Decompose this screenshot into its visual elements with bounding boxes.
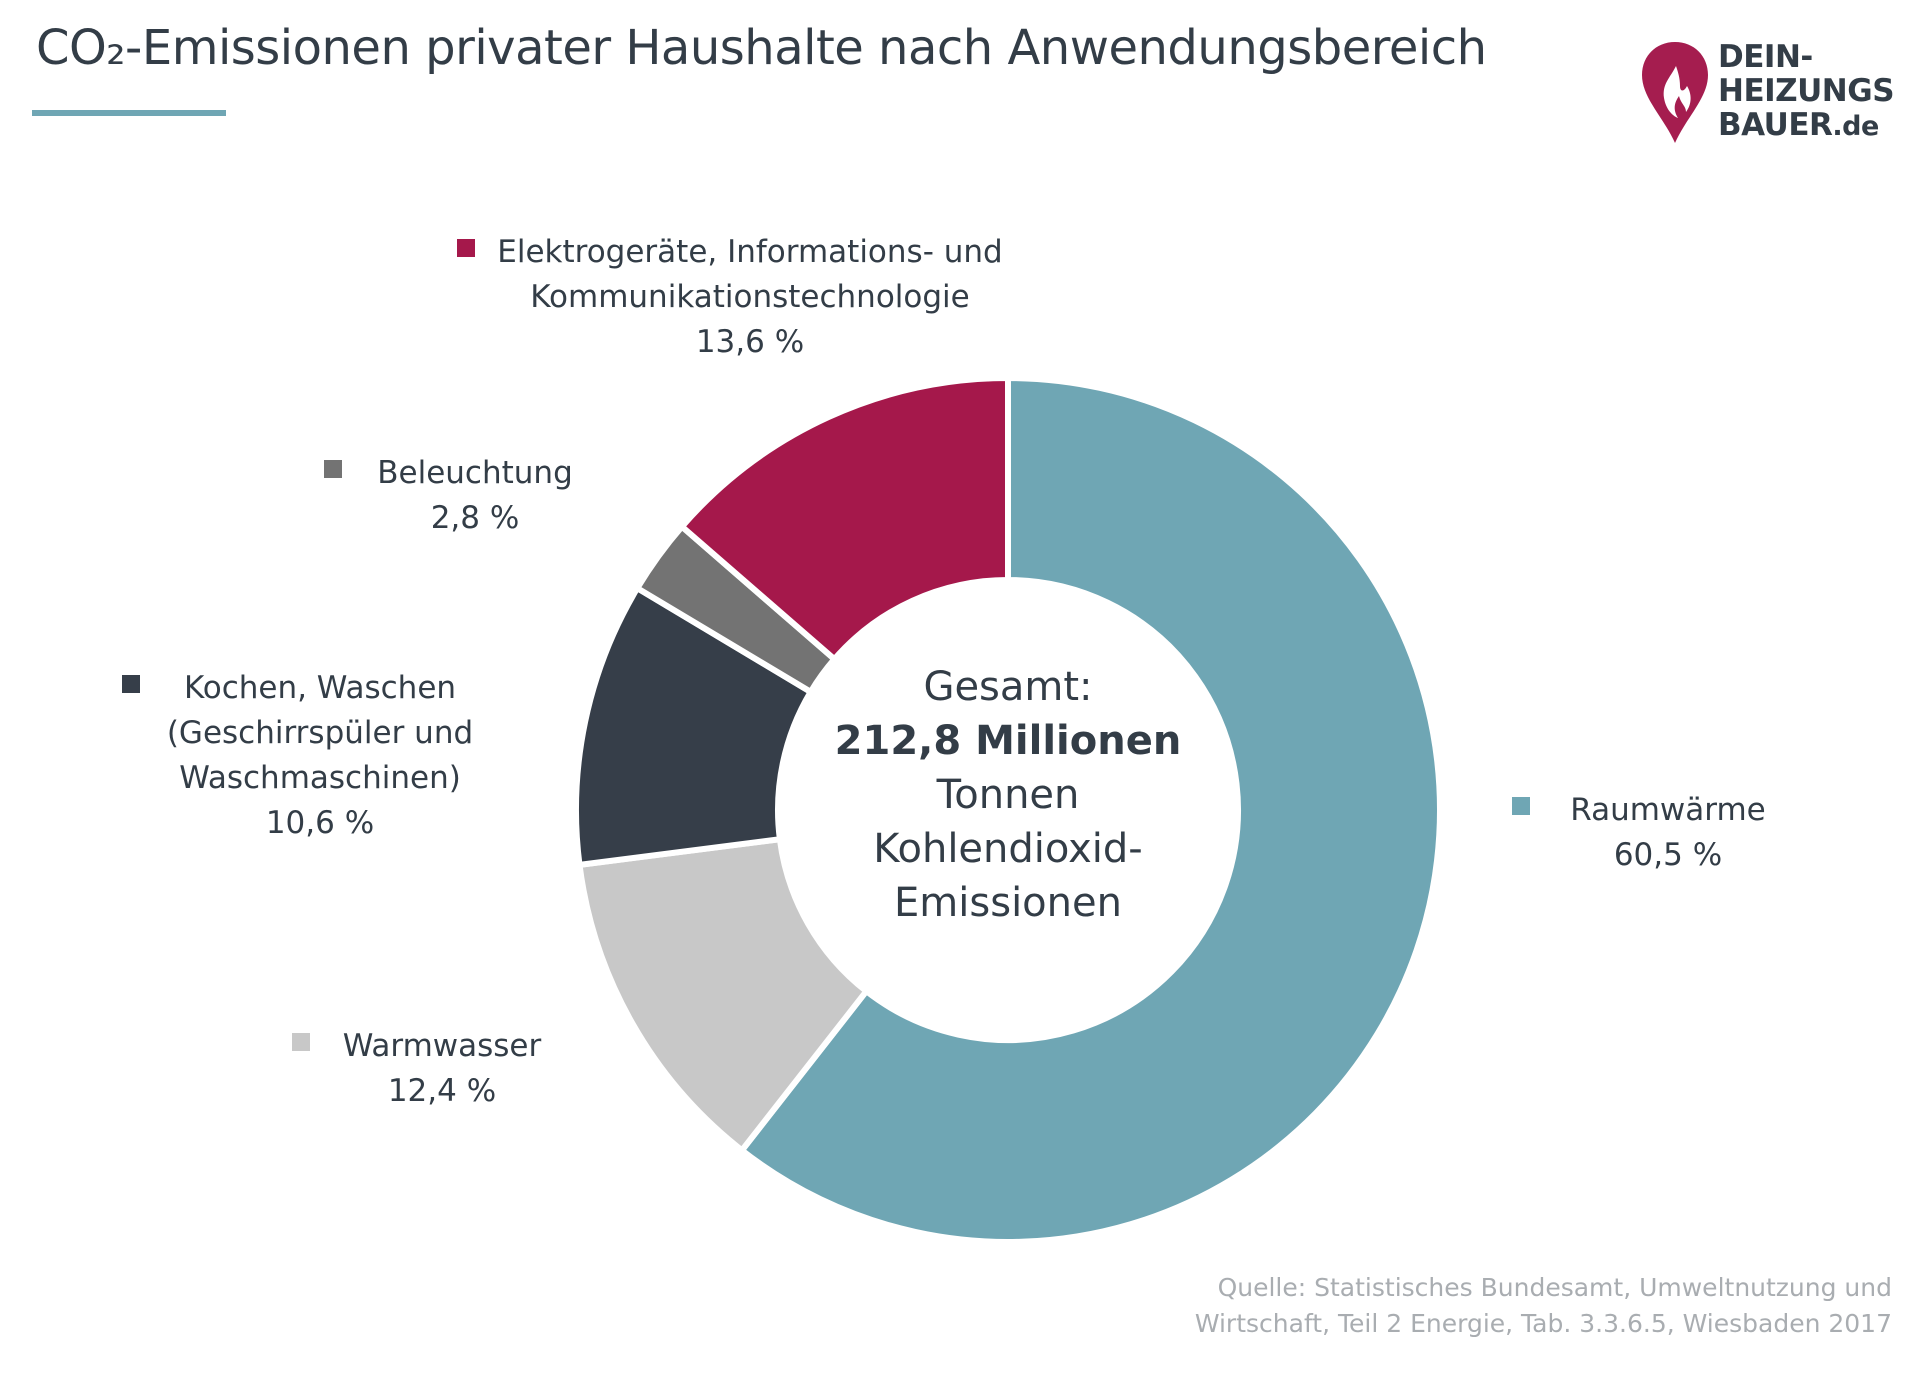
legend-item-warmwasser: Warmwasser 12,4 % — [312, 1024, 572, 1114]
legend-label: Elektrogeräte, Informations- und Kommuni… — [497, 234, 1003, 315]
legend-label: Kochen, Waschen (Geschirrspüler und Wasc… — [166, 670, 474, 796]
legend-swatch-kochen — [122, 675, 140, 693]
logo-line-1: DEIN- — [1718, 39, 1813, 75]
brand-logo: DEIN- HEIZUNGS BAUER.de — [1640, 40, 1900, 150]
donut-slice-0 — [737, 374, 1443, 1245]
legend-label: Raumwärme — [1570, 792, 1766, 828]
center-total: 212,8 Millionen — [834, 718, 1182, 764]
legend-swatch-raumwaerme — [1512, 797, 1530, 815]
center-rest: Tonnen Kohlendioxid- Emissionen — [873, 772, 1143, 926]
logo-line-2: HEIZUNGS — [1718, 73, 1895, 109]
flame-pin-icon — [1642, 42, 1708, 143]
legend-value: 2,8 % — [430, 500, 520, 536]
title-underline — [32, 110, 226, 116]
source-note: Quelle: Statistisches Bundesamt, Umweltn… — [1194, 1273, 1892, 1338]
legend-swatch-beleuchtung — [324, 460, 342, 478]
legend-value: 12,4 % — [387, 1073, 497, 1109]
legend-label: Beleuchtung — [377, 455, 573, 491]
legend-item-raumwaerme: Raumwärme 60,5 % — [1528, 788, 1808, 878]
logo-line-3: BAUER — [1718, 107, 1833, 143]
legend-value: 60,5 % — [1613, 837, 1723, 873]
legend-item-elektrogeraete: Elektrogeräte, Informations- und Kommuni… — [480, 230, 1020, 365]
chart-center-label: Gesamt: 212,8 Millionen Tonnen Kohlendio… — [808, 660, 1208, 930]
center-line-1: Gesamt: — [923, 664, 1093, 710]
logo-suffix: .de — [1832, 111, 1879, 142]
donut-slice-1 — [576, 835, 871, 1155]
legend-value: 13,6 % — [695, 324, 805, 360]
legend-item-beleuchtung: Beleuchtung 2,8 % — [360, 451, 590, 541]
logo-wordmark: DEIN- HEIZUNGS BAUER.de — [1718, 39, 1895, 144]
legend-item-kochen: Kochen, Waschen (Geschirrspüler und Wasc… — [140, 666, 500, 846]
legend-label: Warmwasser — [342, 1028, 542, 1064]
donut-slice-4 — [677, 374, 1011, 664]
legend-swatch-warmwasser — [292, 1033, 310, 1051]
page-title: CO₂-Emissionen privater Haushalte nach A… — [36, 20, 1487, 76]
legend-value: 10,6 % — [265, 805, 375, 841]
legend-swatch-elektrogeraete — [457, 239, 475, 257]
